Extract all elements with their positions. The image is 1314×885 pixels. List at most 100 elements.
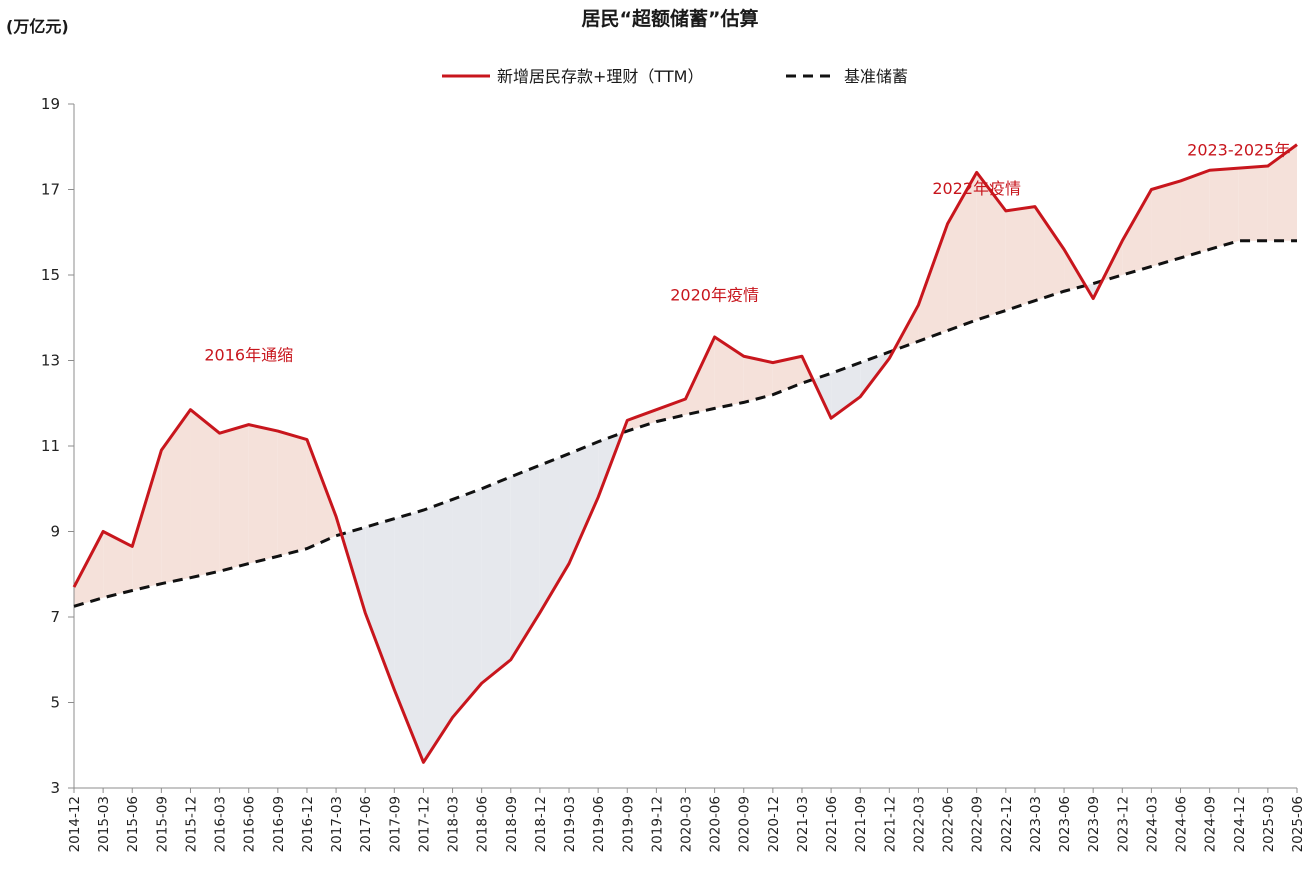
excess-fill-segment <box>190 409 220 578</box>
annotation-label: 2016年通缩 <box>204 346 293 365</box>
x-tick-label: 2020-06 <box>708 796 724 852</box>
x-tick-label: 2025-06 <box>1290 796 1306 852</box>
x-tick-label: 2017-03 <box>329 796 345 852</box>
y-tick-label: 11 <box>41 437 60 455</box>
excess-fill-segment <box>656 398 686 422</box>
x-tick-label: 2018-12 <box>533 796 549 852</box>
y-tick-label: 7 <box>50 608 60 626</box>
excess-fill-segment <box>1238 165 1268 241</box>
annotation-label: 2023-2025年 <box>1187 140 1290 159</box>
x-tick-label: 2023-12 <box>1115 796 1131 852</box>
baseline-savings-line <box>73 239 1297 608</box>
x-tick-label: 2016-06 <box>242 796 258 852</box>
x-tick-label: 2021-09 <box>853 796 869 852</box>
excess-fill-segment <box>219 424 249 572</box>
axes: 3 5 7 9 11 13 15 17 19 2014-12 2015-03 2015-06 2015-… <box>41 95 1306 852</box>
excess-fill-segment <box>1151 180 1181 267</box>
x-tick-label: 2022-03 <box>911 796 927 852</box>
x-tick-label: 2017-12 <box>416 796 432 852</box>
y-tick-label: 15 <box>41 266 60 284</box>
x-tick-label: 2017-09 <box>387 796 403 852</box>
x-tick-label: 2021-12 <box>882 796 898 852</box>
gap-fill-areas <box>74 144 1297 763</box>
x-tick-label: 2019-09 <box>620 796 636 852</box>
excess-fill-segment <box>976 172 1006 320</box>
deposits-wealth-line <box>72 143 1298 764</box>
deficit-fill-segment <box>481 476 511 684</box>
excess-fill-segment <box>277 431 307 557</box>
x-tick-label: 2014-12 <box>67 796 83 852</box>
x-tick-label: 2024-09 <box>1203 796 1219 852</box>
x-tick-label: 2017-06 <box>358 796 374 852</box>
series-lines <box>72 143 1298 764</box>
excess-fill-segment <box>248 424 278 564</box>
y-tick-label: 19 <box>41 95 60 113</box>
x-tick-label: 2019-12 <box>649 796 665 852</box>
x-tick-label: 2024-12 <box>1232 796 1248 852</box>
y-tick-label: 17 <box>41 181 60 199</box>
excess-fill-segment <box>74 531 104 607</box>
x-tick-label: 2015-12 <box>183 796 199 852</box>
annotation-label: 2020年疫情 <box>670 286 759 305</box>
excess-fill-segment <box>714 336 744 409</box>
deficit-fill-segment <box>510 465 540 660</box>
legend-label-baseline: 基准储蓄 <box>844 67 908 86</box>
deficit-fill-segment <box>423 499 453 763</box>
x-tick-label: 2018-09 <box>504 796 520 852</box>
x-tick-label: 2019-03 <box>562 796 578 852</box>
excess-fill-segment <box>161 409 191 584</box>
deficit-fill-segment <box>394 510 424 763</box>
x-tick-label: 2021-06 <box>824 796 840 852</box>
deficit-fill-segment <box>452 488 482 718</box>
x-tick-label: 2022-09 <box>970 796 986 852</box>
x-tick-label: 2016-12 <box>300 796 316 852</box>
x-tick-label: 2023-03 <box>1028 796 1044 852</box>
legend: 新增居民存款+理财（TTM） 基准储蓄 <box>442 67 908 86</box>
x-tick-label: 2024-03 <box>1144 796 1160 852</box>
x-tick-label: 2020-09 <box>737 796 753 852</box>
x-tick-label: 2015-06 <box>125 796 141 852</box>
x-tick-label: 2016-09 <box>271 796 287 852</box>
x-tick-label: 2023-09 <box>1086 796 1102 852</box>
excess-fill-segment <box>627 409 657 432</box>
x-tick-label: 2019-06 <box>591 796 607 852</box>
x-tick-label: 2018-06 <box>475 796 491 852</box>
y-tick-label: 9 <box>50 523 60 541</box>
deficit-fill-segment <box>365 518 395 690</box>
excess-fill-segment <box>743 356 773 403</box>
legend-label-deposits: 新增居民存款+理财（TTM） <box>497 67 703 86</box>
y-unit-label: (万亿元) <box>6 17 69 36</box>
y-tick-label: 3 <box>50 779 60 797</box>
x-tick-label: 2015-03 <box>96 796 112 852</box>
x-tick-label: 2021-03 <box>795 796 811 852</box>
x-tick-label: 2020-03 <box>679 796 695 852</box>
excess-fill-segment <box>103 531 133 598</box>
x-tick-label: 2018-03 <box>446 796 462 852</box>
chart-title: 居民“超额储蓄”估算 <box>582 7 759 30</box>
x-tick-label: 2024-06 <box>1174 796 1190 852</box>
excess-fill-segment <box>306 439 337 549</box>
x-tick-label: 2022-12 <box>999 796 1015 852</box>
excess-fill-segment <box>1180 170 1210 258</box>
x-tick-label: 2022-06 <box>941 796 957 852</box>
excess-fill-segment <box>918 223 948 342</box>
y-tick-label: 5 <box>50 694 60 712</box>
y-tick-label: 13 <box>41 352 60 370</box>
x-tick-label: 2023-06 <box>1057 796 1073 852</box>
excess-fill-segment <box>1267 144 1297 241</box>
excess-fill-segment <box>685 336 715 415</box>
excess-fill-segment <box>1209 168 1239 250</box>
annotations: 2016年通缩 2020年疫情 2022年疫情 2023-2025年 <box>204 140 1290 364</box>
excess-fill-segment <box>1005 206 1035 311</box>
excess-fill-segment <box>1034 206 1065 301</box>
excess-fill-segment <box>132 450 162 591</box>
x-tick-label: 2025-03 <box>1261 796 1277 852</box>
x-tick-label: 2015-09 <box>154 796 170 852</box>
deficit-fill-segment <box>569 441 599 564</box>
annotation-label: 2022年疫情 <box>932 179 1021 198</box>
x-tick-label: 2016-03 <box>213 796 229 852</box>
deficit-fill-segment <box>831 362 861 419</box>
excess-fill-segment <box>1122 189 1152 275</box>
x-tick-label: 2020-12 <box>766 796 782 852</box>
